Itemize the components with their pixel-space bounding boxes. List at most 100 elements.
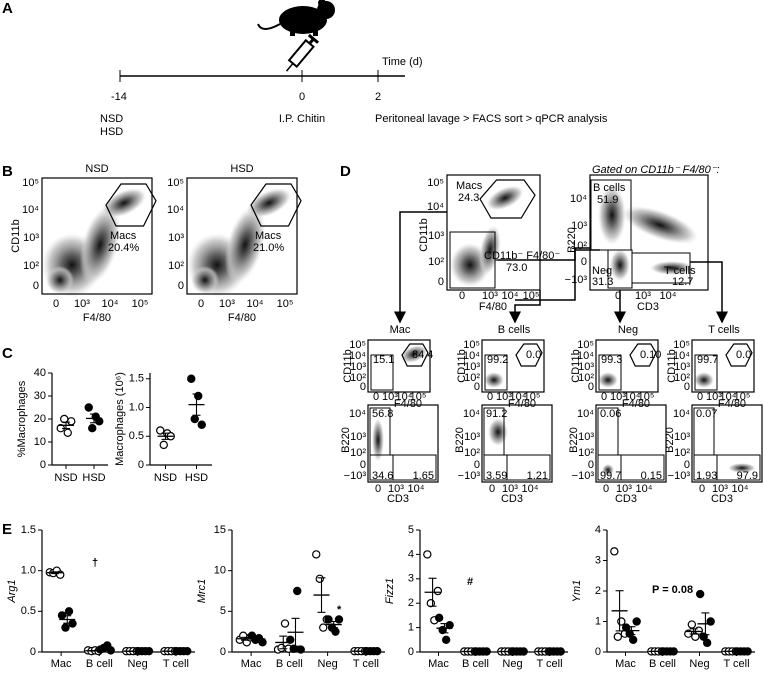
y-tick-label: 4 xyxy=(408,548,414,560)
annotation: P = 0.08 xyxy=(652,584,693,596)
y-tick-label: 10⁴ xyxy=(349,350,366,362)
y-tick-label: 0 xyxy=(40,459,46,471)
plot-frame xyxy=(589,174,709,291)
y-tick-label: 10³ xyxy=(350,361,366,373)
x-tick-label: 10⁴ xyxy=(720,391,737,403)
plot-frame xyxy=(186,177,298,295)
gate-value: 56.8 xyxy=(372,408,393,420)
y-tick-label: 10⁴ xyxy=(577,350,594,362)
density xyxy=(602,464,614,476)
x-tick-label: 10⁴ xyxy=(396,391,413,403)
gate xyxy=(392,454,437,481)
data-point xyxy=(687,620,697,629)
plot-frame xyxy=(595,339,659,393)
density xyxy=(372,418,384,462)
data-point xyxy=(156,426,165,435)
annotation: # xyxy=(467,576,473,588)
x-tick-label: 0 xyxy=(699,483,705,495)
gate-label: CD11b⁻ F4/80⁻ xyxy=(484,250,560,262)
y-tick-label: 5 xyxy=(220,605,226,617)
y-tick-label: −10³ xyxy=(572,470,595,482)
gate xyxy=(515,343,543,367)
y-tick-label: 0 xyxy=(588,459,594,471)
gate xyxy=(479,179,536,219)
x-tick-label: Mac xyxy=(615,658,636,670)
gate-value: 15.1 xyxy=(373,354,394,366)
x-axis-label: CD3 xyxy=(711,493,733,505)
y-tick-label: 10⁴ xyxy=(349,408,366,420)
y-axis-label: CD11b xyxy=(418,218,430,251)
y-tick-label: 10⁵ xyxy=(427,177,444,189)
x-tick-label: HSD xyxy=(185,472,208,484)
density xyxy=(486,185,524,211)
data-point xyxy=(441,635,451,645)
y-tick-label: 0.5 xyxy=(21,605,36,617)
gate-value: 91.2 xyxy=(486,408,507,420)
data-point xyxy=(258,638,267,647)
x-tick-label: 10⁴ xyxy=(102,298,119,310)
data-point xyxy=(694,626,704,635)
gate-value: 0.0 xyxy=(526,349,541,361)
data-point xyxy=(159,440,168,450)
gate-value: 0.10 xyxy=(640,349,661,361)
mouse-icon xyxy=(257,0,335,36)
y-axis-label: CD11b xyxy=(456,349,468,382)
gate-value: 1.65 xyxy=(413,470,434,482)
data-point xyxy=(632,617,641,626)
y-tick-label: 10² xyxy=(464,447,480,459)
data-point xyxy=(64,607,74,616)
gate xyxy=(629,343,657,367)
y-axis-label: %Macrophages xyxy=(16,380,28,457)
data-point xyxy=(628,635,638,645)
x-tick-label: T cell xyxy=(723,658,749,670)
gating-arrows xyxy=(394,211,728,324)
x-tick-label: 0 xyxy=(697,391,703,403)
y-tick-label: 10⁵ xyxy=(673,339,690,351)
y-tick-label: 3 xyxy=(595,554,601,566)
x-tick-label: 10⁴ xyxy=(660,290,677,302)
y-tick-label: 10⁵ xyxy=(167,177,184,189)
data-point xyxy=(312,550,321,559)
x-tick-label: Neg xyxy=(318,658,338,670)
data-point xyxy=(296,645,305,654)
y-axis-label: Fizz1 xyxy=(384,578,396,604)
y-tick-label: 0 xyxy=(138,459,144,471)
plot-title: HSD xyxy=(230,163,253,175)
column-title: T cells xyxy=(708,324,740,336)
timeline-tick-label: 2 xyxy=(375,91,381,103)
y-axis-label: Ym1 xyxy=(571,580,583,603)
density xyxy=(650,261,694,275)
y-tick-label: 10⁴ xyxy=(570,193,587,205)
y-tick-label: 1.0 xyxy=(129,401,144,413)
y-tick-label: 0 xyxy=(178,280,184,292)
data-point xyxy=(88,424,97,433)
syringe-icon xyxy=(285,33,320,72)
y-tick-label: 10⁴ xyxy=(427,201,444,213)
gate-value: 84.4 xyxy=(412,349,433,361)
gate xyxy=(631,252,691,284)
plot-frame xyxy=(691,339,755,393)
y-tick-label: 10² xyxy=(674,372,690,384)
gate-value: 97.9 xyxy=(737,470,758,482)
data-point xyxy=(434,613,444,623)
y-tick-label: 0 xyxy=(408,646,414,658)
data-point xyxy=(84,403,93,412)
y-tick-label: −10³ xyxy=(565,274,588,286)
panel-label: D xyxy=(340,163,351,180)
data-point xyxy=(691,632,700,641)
x-tick-label: B cell xyxy=(86,658,113,670)
gate-value: 0.15 xyxy=(641,470,662,482)
data-point xyxy=(319,623,328,632)
y-tick-label: 10³ xyxy=(350,431,366,443)
y-axis-label: Macrophages (10⁶) xyxy=(114,372,126,466)
annotation: * xyxy=(337,604,342,616)
gate-value: 20.4% xyxy=(108,242,139,254)
timeline-tick-label: 0 xyxy=(299,91,305,103)
x-tick-label: 10³ xyxy=(74,298,90,310)
x-axis-label: CD3 xyxy=(387,493,409,505)
gate-value: 99.2 xyxy=(487,354,508,366)
y-tick-label: 10⁵ xyxy=(22,177,39,189)
timeline-note: HSD xyxy=(100,126,123,138)
gate xyxy=(401,343,429,367)
x-axis-label: F4/80 xyxy=(394,398,422,410)
